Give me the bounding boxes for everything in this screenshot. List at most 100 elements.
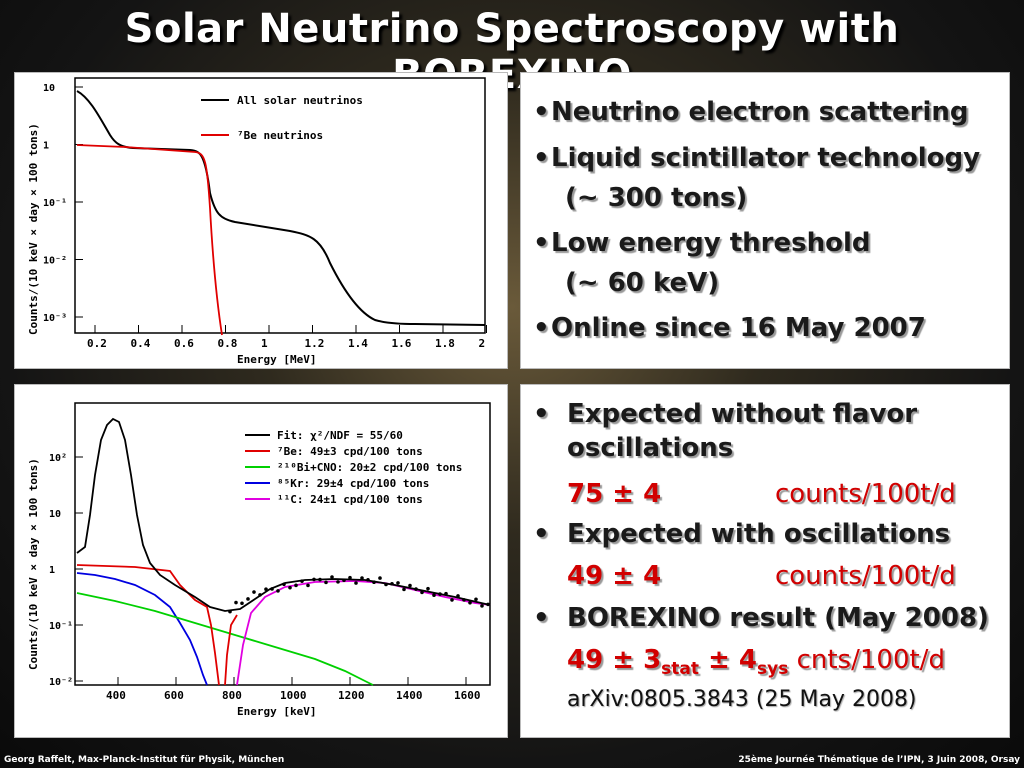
bullet-scintillator: •Liquid scintillator technology xyxy=(533,143,981,173)
data-point xyxy=(384,582,388,587)
y-tick-label: 10 xyxy=(49,509,61,520)
data-point xyxy=(402,587,406,592)
y-tick-label: 10 xyxy=(43,83,55,94)
data-point xyxy=(408,583,412,588)
data-point xyxy=(480,604,484,608)
bullet-borexino-result: • BOREXINO result (May 2008) xyxy=(533,603,989,633)
x-tick-label: 1.8 xyxy=(435,337,455,350)
data-point xyxy=(456,594,460,598)
data-point xyxy=(468,600,472,605)
be7-curve xyxy=(76,564,238,686)
x-tick-label: 0.2 xyxy=(87,337,107,350)
x-tick-label: 2 xyxy=(479,337,486,350)
x-tick-label: 1.6 xyxy=(392,337,412,350)
legend-be7: ⁷Be neutrinos xyxy=(237,129,323,142)
features-panel: •Neutrino electron scattering •Liquid sc… xyxy=(520,72,1010,369)
data-point xyxy=(474,597,478,602)
bullet-expected-without: • Expected without flavor xyxy=(533,399,918,429)
data-point xyxy=(312,577,316,582)
x-tick-label: 1600 xyxy=(454,689,481,702)
unit-oscillation: counts/100t/d xyxy=(775,561,956,591)
data-point xyxy=(330,575,334,579)
data-point xyxy=(360,576,364,580)
y-tick-label: 1 xyxy=(49,565,55,576)
data-point xyxy=(306,583,310,588)
data-point xyxy=(246,597,250,601)
data-point xyxy=(300,579,304,583)
solar-neutrino-spectrum-plot: Counts/(10 keV × day × 100 tons) Energy … xyxy=(14,72,508,369)
data-point xyxy=(486,602,490,607)
data-point xyxy=(414,587,418,591)
data-point xyxy=(270,587,274,591)
data-point xyxy=(378,576,382,580)
data-point xyxy=(396,581,400,585)
data-point xyxy=(228,609,232,614)
x-tick-label: 1 xyxy=(261,337,268,350)
results-panel: • Expected without flavor oscillations 75… xyxy=(520,384,1010,738)
x-tick-label: 1200 xyxy=(338,689,365,702)
y-tick-label: 1 xyxy=(43,141,49,152)
bullet-scattering: •Neutrino electron scattering xyxy=(533,97,969,127)
y-tick-label: 10² xyxy=(49,453,67,464)
data-point xyxy=(318,577,322,582)
legend-all-solar: All solar neutrinos xyxy=(237,94,363,107)
x-tick-label: 800 xyxy=(222,689,242,702)
unit-no-oscillation: counts/100t/d xyxy=(775,479,956,509)
legend-be7: ⁷Be: 49±3 cpd/100 tons xyxy=(277,445,423,458)
x-tick-label: 400 xyxy=(106,689,126,702)
data-point xyxy=(426,586,430,591)
bi210-cno-curve xyxy=(76,592,374,686)
bullet-threshold: •Low energy threshold xyxy=(533,228,871,258)
x-tick-label: 600 xyxy=(164,689,184,702)
data-point xyxy=(336,580,340,584)
legend-bi210-cno: ²¹⁰Bi+CNO: 20±2 cpd/100 tons xyxy=(277,461,462,474)
x-tick-label: 1000 xyxy=(280,689,307,702)
y-tick-label: 10⁻² xyxy=(49,677,73,688)
y-tick-label: 10⁻² xyxy=(43,256,67,267)
bullet-threshold-detail: (~ 60 keV) xyxy=(565,268,720,298)
data-point xyxy=(372,580,376,585)
x-tick-label: 0.8 xyxy=(218,337,238,350)
y-axis-label: Counts/(10 keV × day × 100 tons) xyxy=(27,123,40,335)
data-point xyxy=(252,590,256,594)
bullet-scintillator-detail: (~ 300 tons) xyxy=(565,183,748,213)
footer-author: Georg Raffelt, Max-Planck-Institut für P… xyxy=(4,755,285,765)
y-axis-label: Counts/(10 keV × day × 100 tons) xyxy=(27,458,40,670)
x-tick-label: 0.4 xyxy=(131,337,151,350)
x-tick-label: 1.2 xyxy=(305,337,325,350)
y-tick-label: 10⁻³ xyxy=(43,313,67,324)
x-tick-label: 1400 xyxy=(396,689,423,702)
value-borexino-result: 49 ± 3stat ± 4sys cnts/100t/d xyxy=(567,645,945,680)
bullet-expected-with: • Expected with oscillations xyxy=(533,519,951,549)
data-point xyxy=(450,598,454,602)
x-axis-label: Energy [keV] xyxy=(237,705,316,718)
data-point xyxy=(264,587,268,592)
data-point xyxy=(420,590,424,595)
data-point xyxy=(276,589,280,593)
value-oscillation: 49 ± 4 xyxy=(567,561,662,591)
borexino-fit-spectrum-plot: Counts/(10 keV × day × 100 tons) Energy … xyxy=(14,384,508,738)
value-no-oscillation: 75 ± 4 xyxy=(567,479,662,509)
data-point xyxy=(234,600,238,605)
data-point xyxy=(288,585,292,590)
data-point xyxy=(444,591,448,596)
c11-curve xyxy=(236,580,491,686)
data-point xyxy=(258,593,262,597)
data-point xyxy=(348,575,352,580)
x-tick-label: 0.6 xyxy=(174,337,194,350)
arxiv-reference: arXiv:0805.3843 (25 May 2008) xyxy=(567,687,917,712)
data-point xyxy=(294,583,298,588)
y-tick-label: 10⁻¹ xyxy=(43,198,67,209)
x-tick-label: 1.4 xyxy=(348,337,368,350)
data-point xyxy=(366,578,370,582)
data-point xyxy=(240,601,244,606)
x-axis-label: Energy [MeV] xyxy=(237,353,316,366)
legend-kr85: ⁸⁵Kr: 29±4 cpd/100 tons xyxy=(277,477,429,490)
data-point xyxy=(354,581,358,585)
data-point xyxy=(324,580,328,585)
be7-curve xyxy=(76,144,223,336)
kr85-curve xyxy=(76,572,208,686)
bullet-expected-without-line2: oscillations xyxy=(567,433,734,463)
data-point xyxy=(432,593,436,598)
data-point xyxy=(390,581,394,586)
